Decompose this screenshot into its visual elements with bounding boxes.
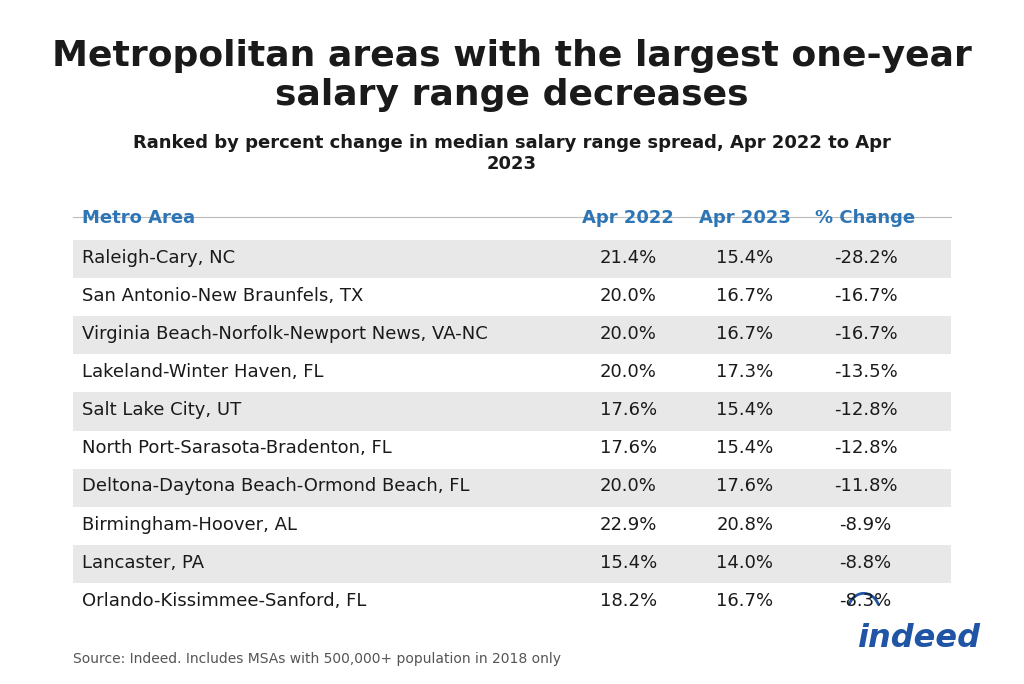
FancyBboxPatch shape xyxy=(74,316,950,354)
Text: 20.0%: 20.0% xyxy=(600,325,656,343)
Text: 15.4%: 15.4% xyxy=(716,401,773,419)
Text: 20.0%: 20.0% xyxy=(600,287,656,304)
Text: 22.9%: 22.9% xyxy=(600,516,657,534)
Text: Virginia Beach-Norfolk-Newport News, VA-NC: Virginia Beach-Norfolk-Newport News, VA-… xyxy=(82,325,488,343)
FancyBboxPatch shape xyxy=(74,393,950,430)
Text: Lakeland-Winter Haven, FL: Lakeland-Winter Haven, FL xyxy=(82,363,324,381)
Text: -13.5%: -13.5% xyxy=(834,363,897,381)
Text: 21.4%: 21.4% xyxy=(600,248,657,267)
Text: Orlando-Kissimmee-Sanford, FL: Orlando-Kissimmee-Sanford, FL xyxy=(82,592,367,610)
Text: 16.7%: 16.7% xyxy=(716,592,773,610)
Text: 17.3%: 17.3% xyxy=(716,363,773,381)
Text: Metropolitan areas with the largest one-year
salary range decreases: Metropolitan areas with the largest one-… xyxy=(52,39,972,112)
Text: indeed: indeed xyxy=(856,623,980,654)
Text: 15.4%: 15.4% xyxy=(716,439,773,458)
Text: -16.7%: -16.7% xyxy=(834,325,897,343)
Text: 17.6%: 17.6% xyxy=(600,439,657,458)
Text: Salt Lake City, UT: Salt Lake City, UT xyxy=(82,401,242,419)
Text: -8.8%: -8.8% xyxy=(840,554,892,572)
FancyBboxPatch shape xyxy=(74,545,950,583)
Text: 20.0%: 20.0% xyxy=(600,477,656,495)
Text: 14.0%: 14.0% xyxy=(716,554,773,572)
Text: 17.6%: 17.6% xyxy=(600,401,657,419)
FancyBboxPatch shape xyxy=(74,240,950,278)
Text: 16.7%: 16.7% xyxy=(716,325,773,343)
Text: Apr 2022: Apr 2022 xyxy=(583,209,674,227)
Text: Source: Indeed. Includes MSAs with 500,000+ population in 2018 only: Source: Indeed. Includes MSAs with 500,0… xyxy=(74,652,561,666)
Text: -12.8%: -12.8% xyxy=(834,401,897,419)
Text: 20.0%: 20.0% xyxy=(600,363,656,381)
Text: -16.7%: -16.7% xyxy=(834,287,897,304)
Text: -8.3%: -8.3% xyxy=(840,592,892,610)
Text: -8.9%: -8.9% xyxy=(840,516,892,534)
Text: Apr 2023: Apr 2023 xyxy=(698,209,791,227)
Text: Deltona-Daytona Beach-Ormond Beach, FL: Deltona-Daytona Beach-Ormond Beach, FL xyxy=(82,477,470,495)
FancyBboxPatch shape xyxy=(74,469,950,507)
Text: North Port-Sarasota-Bradenton, FL: North Port-Sarasota-Bradenton, FL xyxy=(82,439,392,458)
Text: Ranked by percent change in median salary range spread, Apr 2022 to Apr
2023: Ranked by percent change in median salar… xyxy=(133,134,891,173)
Text: -28.2%: -28.2% xyxy=(834,248,897,267)
Text: -12.8%: -12.8% xyxy=(834,439,897,458)
Text: San Antonio-New Braunfels, TX: San Antonio-New Braunfels, TX xyxy=(82,287,364,304)
Text: % Change: % Change xyxy=(815,209,915,227)
Text: Birmingham-Hoover, AL: Birmingham-Hoover, AL xyxy=(82,516,297,534)
Text: 15.4%: 15.4% xyxy=(600,554,657,572)
Text: Metro Area: Metro Area xyxy=(82,209,196,227)
Text: 17.6%: 17.6% xyxy=(716,477,773,495)
Text: Raleigh-Cary, NC: Raleigh-Cary, NC xyxy=(82,248,236,267)
Text: 18.2%: 18.2% xyxy=(600,592,657,610)
Text: Lancaster, PA: Lancaster, PA xyxy=(82,554,205,572)
Text: 15.4%: 15.4% xyxy=(716,248,773,267)
Text: -11.8%: -11.8% xyxy=(834,477,897,495)
Text: 20.8%: 20.8% xyxy=(716,516,773,534)
Text: 16.7%: 16.7% xyxy=(716,287,773,304)
